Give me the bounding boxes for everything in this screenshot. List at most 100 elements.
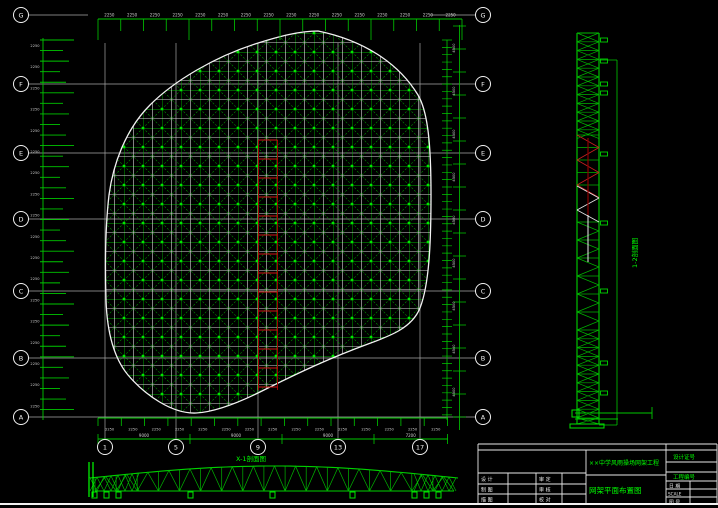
dim-text: 2250: [30, 383, 40, 387]
axis-bubble-label: E: [481, 149, 485, 157]
axis-bubble-label: B: [481, 354, 485, 362]
dim-text: 2250: [218, 13, 229, 18]
dim-text: 4500: [452, 172, 456, 182]
bottom-dimension-chain: 2250 2250 2250 2250 2250 2250 2250 2250 2250 2250…: [97, 417, 448, 444]
col-bubble-13: 13: [330, 439, 346, 455]
axis-bubble-circle: [13, 350, 29, 366]
truss-support: [187, 491, 194, 499]
dim-text: 2250: [30, 65, 40, 69]
dim-text: 4500: [452, 344, 456, 354]
dim-text: 2250: [152, 428, 162, 432]
dim-text: 4500: [452, 86, 456, 96]
axis-bubble-label: D: [480, 215, 485, 223]
dim-text: 2250: [241, 13, 252, 18]
truss-node-tab: [600, 390, 608, 396]
axis-bubble-circle: [97, 439, 113, 455]
dim-text: 2250: [222, 428, 232, 432]
scale-label: SCALE: [668, 492, 682, 497]
field-check-label: 校 对: [539, 497, 551, 504]
dim-text: 2250: [264, 13, 275, 18]
axis-bubble-circle: [475, 350, 491, 366]
right-truss-extent-line: [599, 59, 618, 426]
dim-text: 4500: [452, 387, 456, 397]
right-truss-support-block: [571, 409, 580, 418]
axis-bubble-circle: [13, 211, 29, 227]
section-label-1-2: 1-2剖面图: [630, 238, 639, 268]
field-design-label: 设 计: [481, 476, 493, 483]
axis-bubble-label: G: [18, 11, 23, 19]
dim-text: 2250: [377, 13, 388, 18]
dim-text: 2250: [30, 214, 40, 218]
truss-support: [115, 491, 122, 499]
dim-text: 2250: [105, 428, 115, 432]
truss-node-tab: [600, 288, 608, 294]
truss-node-tab: [600, 151, 608, 157]
section-label-x1: X-1剖面图: [236, 454, 266, 463]
dim-text: 4500: [452, 258, 456, 268]
dim-text: 9000: [231, 433, 242, 438]
dim-text: 2250: [423, 13, 434, 18]
right-truss-bottom-dim: [575, 407, 653, 420]
cert-no-label: 设计证号: [673, 453, 696, 461]
axis-bubble-label: F: [19, 80, 23, 88]
field-approve-label: 审 定: [539, 476, 551, 483]
col-bubble-1: 1: [97, 439, 113, 455]
dim-text: 2250: [245, 428, 255, 432]
truss-node-tab: [600, 58, 608, 64]
axis-bubble-circle: [475, 7, 491, 23]
row-axis-bubbles: G GF FE ED DC CB BA A: [13, 7, 491, 425]
col-bubble-9: 9: [250, 439, 266, 455]
truss-support: [349, 491, 356, 499]
truss-node-tab: [600, 81, 608, 87]
space-frame-mesh: [104, 30, 432, 414]
dim-text: 2250: [198, 428, 208, 432]
left-dimension-chain: 2250 2250 2250 2250 2250 2250 2250 2250 2250 2250…: [30, 38, 74, 420]
axis-bubble-circle: [250, 439, 266, 455]
sheet-no-label: 图 号: [669, 500, 680, 506]
axis-bubble-circle: [13, 76, 29, 92]
dim-text: 9000: [139, 433, 150, 438]
dim-text: 2250: [309, 13, 320, 18]
truss-node-tab: [600, 37, 608, 43]
dim-text: 2250: [30, 129, 40, 133]
axis-bubble-circle: [13, 283, 29, 299]
axis-bubble-circle: [475, 76, 491, 92]
dim-text: 2250: [332, 13, 343, 18]
dim-text: 2250: [400, 13, 411, 18]
drawing-name: 网架平面布置图: [589, 485, 642, 495]
dim-text: 2250: [431, 428, 441, 432]
dim-text: 2250: [291, 428, 301, 432]
axis-bubble-label: E: [19, 149, 23, 157]
axis-bubble-circle: [475, 283, 491, 299]
dim-text: 2250: [127, 13, 138, 18]
axis-bubble-label: C: [19, 287, 24, 295]
dim-text: 2250: [30, 404, 40, 408]
truss-node-tab: [600, 220, 608, 226]
top-dimension-ruler: 2250 2250 2250 2250 2250 2250 2250 2250 2250 2250…: [97, 13, 463, 40]
dim-text: 2250: [446, 13, 457, 18]
dim-text: 2250: [30, 86, 40, 90]
dim-text: 2250: [338, 428, 348, 432]
axis-bubble-label: A: [19, 413, 24, 421]
col-bubble-17: 17: [412, 439, 428, 455]
title-block-grid: [477, 443, 718, 505]
dim-text: 2250: [30, 171, 40, 175]
dim-text: 2250: [30, 362, 40, 366]
axis-bubble-label: 5: [174, 443, 178, 451]
field-draft-label: 制 图: [481, 487, 493, 494]
dim-text: 2250: [173, 13, 184, 18]
axis-bubble-label: C: [481, 287, 486, 295]
dim-text: 2250: [30, 298, 40, 302]
dim-text: 2250: [30, 277, 40, 281]
project-no-label: 工程编号: [673, 473, 696, 481]
axis-bubble-circle: [168, 439, 184, 455]
axis-bubble-label: D: [18, 215, 23, 223]
right-truss-section: [569, 32, 653, 429]
